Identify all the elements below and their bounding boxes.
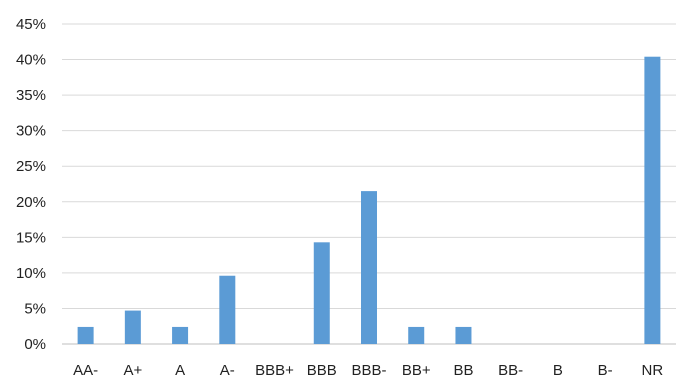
x-category-label: BB	[453, 362, 473, 379]
bar-A-	[219, 275, 236, 344]
y-tick-label: 5%	[24, 300, 46, 317]
x-axis-category-labels: AA- A+ A A- BBB+ BBB BBB- BB+ BB BB- B B- NR	[73, 362, 663, 379]
x-category-label: A+	[123, 362, 142, 379]
x-category-label: AA-	[73, 362, 98, 379]
y-tick-label: 15%	[16, 229, 46, 246]
y-tick-label: 10%	[16, 265, 46, 282]
bar-A	[172, 326, 189, 344]
bar-BBB	[313, 242, 330, 344]
bars	[77, 56, 661, 344]
x-category-label: BB-	[498, 362, 523, 379]
bar-A+	[124, 310, 141, 344]
bar-BBB-	[361, 191, 377, 344]
y-tick-label: 20%	[16, 194, 46, 211]
y-tick-label: 0%	[24, 336, 46, 353]
x-category-label: NR	[642, 362, 664, 379]
x-category-label: BBB+	[255, 362, 294, 379]
gridlines	[62, 23, 676, 309]
bar-NR	[644, 56, 661, 344]
y-tick-label: 40%	[16, 52, 46, 69]
y-tick-label: 30%	[16, 123, 46, 140]
x-category-label: B	[553, 362, 563, 379]
bar-BB+	[408, 326, 425, 344]
x-category-label: B-	[598, 362, 613, 379]
x-category-label: A	[175, 362, 185, 379]
bar-AA-	[77, 326, 94, 344]
x-category-label: A-	[220, 362, 235, 379]
y-tick-label: 25%	[16, 158, 46, 175]
x-category-label: BB+	[402, 362, 431, 379]
x-category-label: BBB	[307, 362, 337, 379]
bar-BB	[455, 326, 472, 344]
y-tick-label: 35%	[16, 87, 46, 104]
y-axis-tick-labels: 0% 5% 10% 15% 20% 25% 30% 35% 40% 45%	[16, 16, 46, 353]
y-tick-label: 45%	[16, 16, 46, 33]
x-category-label: BBB-	[351, 362, 386, 379]
